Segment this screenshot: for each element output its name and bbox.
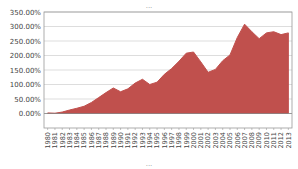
x-tick	[113, 128, 114, 130]
x-tick	[193, 128, 194, 130]
x-tick	[230, 128, 231, 130]
grid-line	[44, 113, 292, 114]
plot-area	[48, 24, 289, 113]
y-tick-label: 150.00%	[10, 67, 41, 75]
x-tick	[164, 128, 165, 130]
x-tick	[171, 128, 172, 130]
x-tick-label: 2013	[285, 132, 293, 149]
plot-frame	[44, 12, 292, 128]
x-tick	[76, 128, 77, 130]
y-tick-label: 0.00%	[19, 110, 42, 118]
y-tick-label: 300.00%	[10, 23, 41, 31]
grid-line	[44, 26, 292, 27]
x-tick	[251, 128, 252, 130]
x-tick	[62, 128, 63, 130]
x-tick	[281, 128, 282, 130]
y-tick-label: 50.00%	[14, 96, 41, 104]
x-tick	[178, 128, 179, 130]
x-tick	[288, 128, 289, 130]
x-tick	[84, 128, 85, 130]
x-tick	[69, 128, 70, 130]
x-tick	[157, 128, 158, 130]
y-tick-label: 350.00%	[10, 9, 41, 17]
x-tick	[142, 128, 143, 130]
x-tick	[120, 128, 121, 130]
x-tick	[259, 128, 260, 130]
x-tick	[273, 128, 274, 130]
y-tick-label: 200.00%	[10, 52, 41, 60]
chart: 0.00% 50.00% 100.00% 150.00% 200.00% 250.00% 3…	[0, 0, 298, 169]
annotation: ...	[146, 160, 153, 168]
zero-line	[44, 113, 292, 114]
annotation: ...	[146, 2, 153, 10]
area	[48, 24, 289, 113]
x-tick	[106, 128, 107, 130]
x-tick	[91, 128, 92, 130]
y-tick-label: 100.00%	[10, 81, 41, 89]
x-tick	[47, 128, 48, 130]
x-tick	[244, 128, 245, 130]
x-tick	[222, 128, 223, 130]
x-tick	[200, 128, 201, 130]
x-tick	[54, 128, 55, 130]
x-tick	[135, 128, 136, 130]
x-tick	[237, 128, 238, 130]
x-tick	[149, 128, 150, 130]
x-tick	[186, 128, 187, 130]
x-tick	[266, 128, 267, 130]
x-tick	[127, 128, 128, 130]
x-tick	[98, 128, 99, 130]
x-tick	[215, 128, 216, 130]
x-tick	[208, 128, 209, 130]
y-tick-label: 250.00%	[10, 38, 41, 46]
